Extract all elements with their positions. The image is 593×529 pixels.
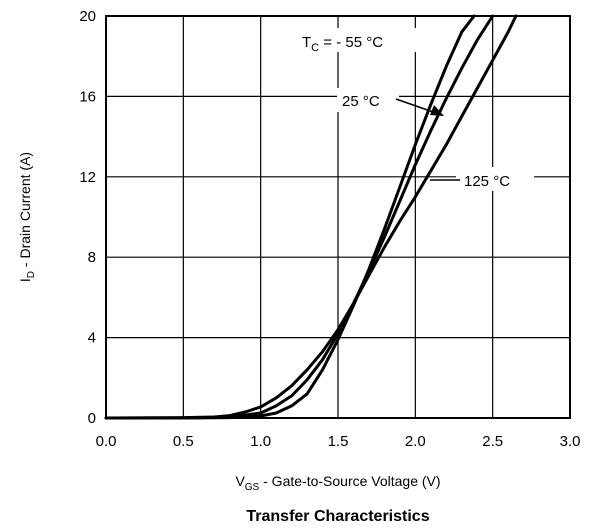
t25-label-bg: [337, 88, 399, 112]
x-tick-label: 2.0: [405, 433, 426, 450]
y-tick-labels: 0 4 8 12 16 20: [79, 8, 96, 427]
tc-label-rest: = - 55 °C: [319, 34, 383, 51]
x-tick-label: 2.5: [482, 433, 503, 450]
t25-label: 25 °C: [342, 93, 380, 110]
y-tick-label: 4: [88, 330, 96, 347]
x-tick-label: 0.0: [96, 433, 117, 450]
x-tick-label: 1.5: [328, 433, 349, 450]
y-axis-label-sub: D: [26, 271, 37, 278]
y-tick-label: 16: [79, 88, 96, 105]
x-tick-labels: 0.0 0.5 1.0 1.5 2.0 2.5 3.0: [96, 433, 581, 450]
x-axis-label-main: V: [235, 473, 245, 489]
x-axis-label-sub: GS: [245, 482, 260, 493]
grid-lines: [106, 16, 570, 418]
series-layer: [104, 14, 518, 420]
x-axis-label-rest: - Gate-to-Source Voltage (V): [259, 473, 440, 489]
t125-label-bg: [456, 167, 534, 191]
y-tick-label: 12: [79, 169, 96, 186]
x-axis-label: VGS - Gate-to-Source Voltage (V): [235, 473, 440, 493]
y-axis-label: ID - Drain Current (A): [17, 152, 37, 282]
tc-label-main: T: [302, 34, 311, 51]
y-axis-label-main: I: [17, 278, 33, 282]
series-line-25c: [104, 14, 495, 420]
series-line-125c: [104, 14, 518, 420]
series-line-minus55c: [104, 14, 476, 420]
tc-label: TC = - 55 °C: [302, 34, 383, 54]
plot-frame: [105, 15, 571, 419]
y-tick-label: 8: [88, 249, 96, 266]
y-tick-label: 0: [88, 410, 96, 427]
tc-label-bg: [297, 28, 443, 52]
t25-arrow-line: [395, 98, 437, 114]
x-tick-label: 1.0: [250, 433, 271, 450]
tc-label-sub: C: [311, 42, 319, 54]
chart-title: Transfer Characteristics: [246, 508, 429, 525]
t25-arrow-head: [430, 105, 444, 116]
y-axis-label-rest: - Drain Current (A): [17, 152, 33, 271]
t125-label: 125 °C: [464, 173, 510, 190]
y-tick-label: 20: [79, 8, 96, 25]
x-tick-label: 3.0: [560, 433, 581, 450]
x-tick-label: 0.5: [173, 433, 194, 450]
